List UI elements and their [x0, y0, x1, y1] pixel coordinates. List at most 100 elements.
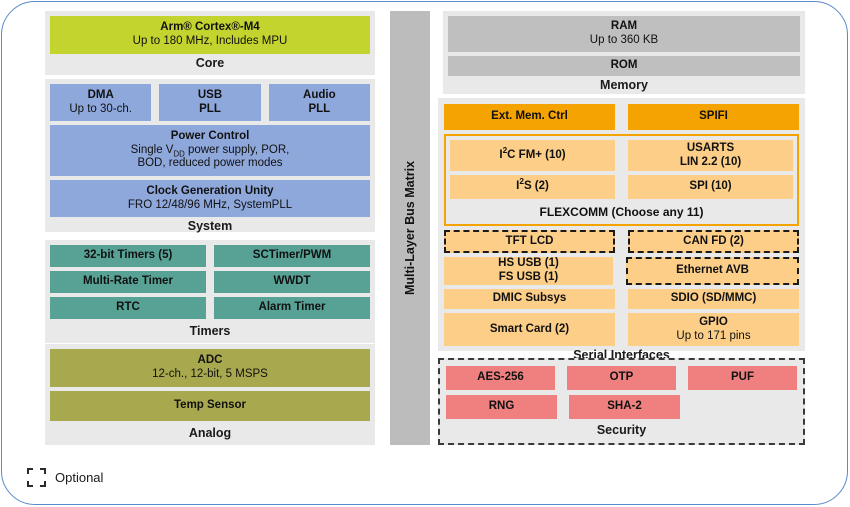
block-tft-lcd-label: TFT LCD: [505, 234, 554, 247]
block-puf-label: PUF: [731, 371, 754, 384]
block-usarts-lin-line1: USARTS: [686, 141, 735, 154]
block-i2c-fmplus[interactable]: I2C FM+ (10): [450, 140, 615, 171]
block-sha-2[interactable]: SHA-2: [569, 395, 680, 419]
block-clock-generation-line1: Clock Generation Unity: [146, 184, 274, 197]
block-sdio[interactable]: SDIO (SD/MMC): [628, 289, 799, 309]
block-adc-line1: ADC: [197, 354, 223, 367]
group-flexcomm: I2C FM+ (10) USARTS LIN 2.2 (10) I2S (2)…: [444, 134, 799, 226]
panel-core: Arm® Cortex®-M4 Up to 180 MHz, Includes …: [45, 11, 375, 75]
panel-analog: ADC 12-ch., 12-bit, 5 MSPS Temp Sensor A…: [45, 344, 375, 445]
block-ext-mem-ctrl-label: Ext. Mem. Ctrl: [491, 110, 568, 123]
dashed-square-icon: [27, 468, 46, 487]
block-clock-generation[interactable]: Clock Generation Unity FRO 12/48/96 MHz,…: [50, 180, 370, 217]
panel-timers-title: Timers: [189, 323, 231, 338]
block-audio-pll-line1: Audio: [303, 88, 336, 101]
block-sctimer-pwm-label: SCTimer/PWM: [252, 249, 332, 262]
block-wwdt[interactable]: WWDT: [214, 271, 370, 293]
block-ram[interactable]: RAM Up to 360 KB: [448, 16, 800, 52]
panel-analog-title: Analog: [188, 425, 232, 440]
panel-system: DMA Up to 30-ch. USB PLL Audio PLL Power…: [45, 79, 375, 233]
block-adc[interactable]: ADC 12-ch., 12-bit, 5 MSPS: [50, 349, 370, 387]
panel-memory: RAM Up to 360 KB ROM Memory: [443, 11, 805, 94]
security-row-1: AES-256 OTP PUF: [446, 366, 797, 390]
block-dmic-subsys-label: DMIC Subsys: [492, 292, 567, 305]
block-sdio-label: SDIO (SD/MMC): [670, 292, 757, 305]
block-dmic-subsys[interactable]: DMIC Subsys: [444, 289, 615, 309]
block-audio-pll[interactable]: Audio PLL: [268, 84, 370, 121]
block-power-control-line2: Single VDD power supply, POR,: [130, 143, 290, 159]
block-gpio-line1: GPIO: [699, 315, 728, 328]
flexcomm-row-2: I2S (2) SPI (10): [450, 175, 793, 199]
timers-row-2: Multi-Rate Timer WWDT: [50, 271, 370, 293]
block-i2s[interactable]: I2S (2): [450, 175, 615, 199]
serial-row-4: Smart Card (2) GPIO Up to 171 pins: [444, 313, 799, 346]
block-smart-card[interactable]: Smart Card (2): [444, 313, 615, 346]
timers-row-1: 32-bit Timers (5) SCTimer/PWM: [50, 245, 370, 267]
block-usarts-lin-line2: LIN 2.2 (10): [679, 155, 742, 168]
block-power-control[interactable]: Power Control Single VDD power supply, P…: [50, 125, 370, 176]
vdd-subscript: DD: [173, 149, 185, 159]
serial-row-top: Ext. Mem. Ctrl SPIFI: [444, 104, 799, 130]
block-32bit-timers[interactable]: 32-bit Timers (5): [50, 245, 206, 267]
serial-row-1: TFT LCD CAN FD (2): [444, 230, 799, 253]
block-can-fd-label: CAN FD (2): [683, 234, 744, 247]
block-multi-rate-timer[interactable]: Multi-Rate Timer: [50, 271, 206, 293]
panel-security-title: Security: [596, 422, 647, 437]
block-usb[interactable]: HS USB (1) FS USB (1): [444, 257, 613, 285]
block-usarts-lin[interactable]: USARTS LIN 2.2 (10): [628, 140, 793, 171]
block-sha-2-label: SHA-2: [607, 400, 642, 413]
block-rom[interactable]: ROM: [448, 56, 800, 76]
block-ethernet-avb-label: Ethernet AVB: [676, 264, 749, 277]
block-usb-pll[interactable]: USB PLL: [159, 84, 261, 121]
block-dma-line2: Up to 30-ch.: [69, 102, 132, 115]
panel-system-title: System: [187, 219, 233, 233]
block-multi-rate-timer-label: Multi-Rate Timer: [83, 275, 173, 288]
block-gpio-line2: Up to 171 pins: [676, 329, 751, 342]
block-i2c-fmplus-label: I2C FM+ (10): [499, 145, 566, 161]
block-usb-pll-line2: PLL: [199, 102, 221, 115]
block-rom-label: ROM: [610, 59, 638, 72]
bus-matrix[interactable]: Multi-Layer Bus Matrix: [390, 11, 430, 445]
block-otp-label: OTP: [609, 371, 634, 384]
block-ext-mem-ctrl[interactable]: Ext. Mem. Ctrl: [444, 104, 615, 130]
block-tft-lcd[interactable]: TFT LCD: [444, 230, 615, 253]
bus-matrix-label: Multi-Layer Bus Matrix: [403, 160, 417, 296]
block-cortex-m4-line1: Arm® Cortex®-M4: [160, 21, 260, 34]
block-rng[interactable]: RNG: [446, 395, 557, 419]
legend-optional: Optional: [27, 468, 103, 487]
block-spi[interactable]: SPI (10): [628, 175, 793, 199]
block-audio-pll-line2: PLL: [308, 102, 331, 115]
block-spifi[interactable]: SPIFI: [628, 104, 799, 130]
block-gpio[interactable]: GPIO Up to 171 pins: [628, 313, 799, 346]
panel-serial-interfaces: Ext. Mem. Ctrl SPIFI I2C FM+ (10) USARTS: [438, 98, 805, 362]
block-puf[interactable]: PUF: [688, 366, 797, 390]
panel-memory-title: Memory: [600, 78, 648, 92]
block-temp-sensor-label: Temp Sensor: [174, 399, 246, 412]
block-usb-line2: FS USB (1): [498, 271, 559, 283]
security-row-2-spacer: [692, 395, 797, 419]
block-can-fd[interactable]: CAN FD (2): [628, 230, 799, 253]
block-dma[interactable]: DMA Up to 30-ch.: [50, 84, 152, 121]
group-flexcomm-title: FLEXCOMM (Choose any 11): [539, 205, 704, 219]
block-spifi-label: SPIFI: [699, 110, 728, 123]
block-usb-line1: HS USB (1): [498, 257, 559, 270]
block-aes-256[interactable]: AES-256: [446, 366, 555, 390]
block-wwdt-label: WWDT: [273, 275, 311, 288]
block-power-control-line3: BOD, reduced power modes: [137, 157, 283, 170]
block-cortex-m4[interactable]: Arm® Cortex®-M4 Up to 180 MHz, Includes …: [50, 16, 370, 54]
block-temp-sensor[interactable]: Temp Sensor: [50, 391, 370, 421]
block-ethernet-avb[interactable]: Ethernet AVB: [626, 257, 799, 285]
panel-core-title: Core: [195, 56, 225, 70]
block-clock-generation-line2: FRO 12/48/96 MHz, SystemPLL: [127, 198, 293, 211]
block-ram-line2: Up to 360 KB: [589, 34, 659, 46]
security-row-2: RNG SHA-2: [446, 395, 797, 419]
block-otp[interactable]: OTP: [567, 366, 676, 390]
block-alarm-timer[interactable]: Alarm Timer: [214, 297, 370, 319]
block-rtc[interactable]: RTC: [50, 297, 206, 319]
block-sctimer-pwm[interactable]: SCTimer/PWM: [214, 245, 370, 267]
block-adc-line2: 12-ch., 12-bit, 5 MSPS: [152, 368, 268, 380]
serial-row-2: HS USB (1) FS USB (1) Ethernet AVB: [444, 257, 799, 285]
timers-row-3: RTC Alarm Timer: [50, 297, 370, 319]
